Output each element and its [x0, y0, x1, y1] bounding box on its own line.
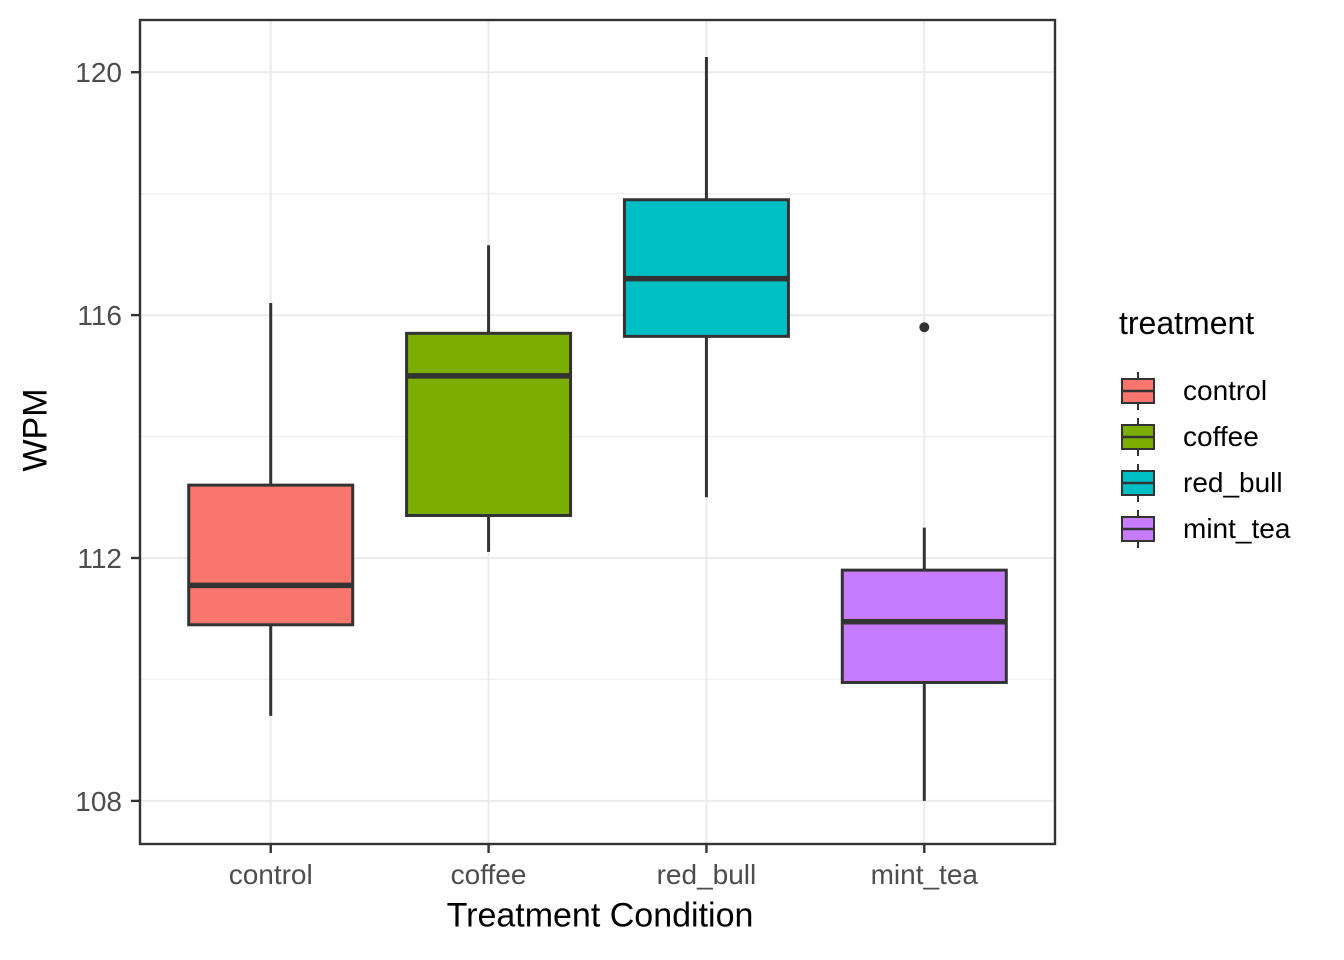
- legend-item-mint-tea: mint_tea: [1119, 506, 1339, 552]
- boxplot-key-icon: [1121, 372, 1155, 410]
- legend-label-red-bull: red_bull: [1183, 467, 1283, 498]
- box-red_bull: [622, 198, 790, 338]
- boxplot-key-icon: [1121, 464, 1155, 502]
- boxplot-key-icon: [1121, 510, 1155, 548]
- legend: treatment control coffee red_bu: [1119, 304, 1339, 552]
- legend-label-coffee: coffee: [1183, 421, 1259, 452]
- panel-border: [138, 18, 1057, 846]
- y-tick-label: 112: [77, 543, 122, 574]
- x-tick-label: control: [229, 859, 313, 890]
- y-tick-label: 108: [75, 786, 122, 817]
- box-control: [187, 483, 355, 627]
- y-tick-label: 116: [77, 300, 122, 331]
- box-coffee: [405, 331, 573, 517]
- boxplot-key-icon: [1121, 418, 1155, 456]
- legend-item-coffee: coffee: [1119, 414, 1339, 460]
- x-tick-label: coffee: [451, 859, 527, 890]
- outlier-mint_tea: [919, 322, 930, 333]
- panel-background: [140, 20, 1055, 844]
- x-axis-title: Treatment Condition: [446, 896, 754, 935]
- x-tick-label: red_bull: [657, 859, 757, 890]
- legend-item-red-bull: red_bull: [1119, 460, 1339, 506]
- legend-label-mint-tea: mint_tea: [1183, 513, 1291, 544]
- legend-label-control: control: [1183, 375, 1268, 406]
- x-tick-label: mint_tea: [871, 859, 979, 890]
- box-mint_tea: [840, 568, 1008, 684]
- legend-title: treatment: [1119, 305, 1255, 341]
- legend-item-control: control: [1119, 368, 1339, 414]
- y-axis-title: WPM: [16, 388, 55, 472]
- y-tick-label: 120: [75, 57, 122, 88]
